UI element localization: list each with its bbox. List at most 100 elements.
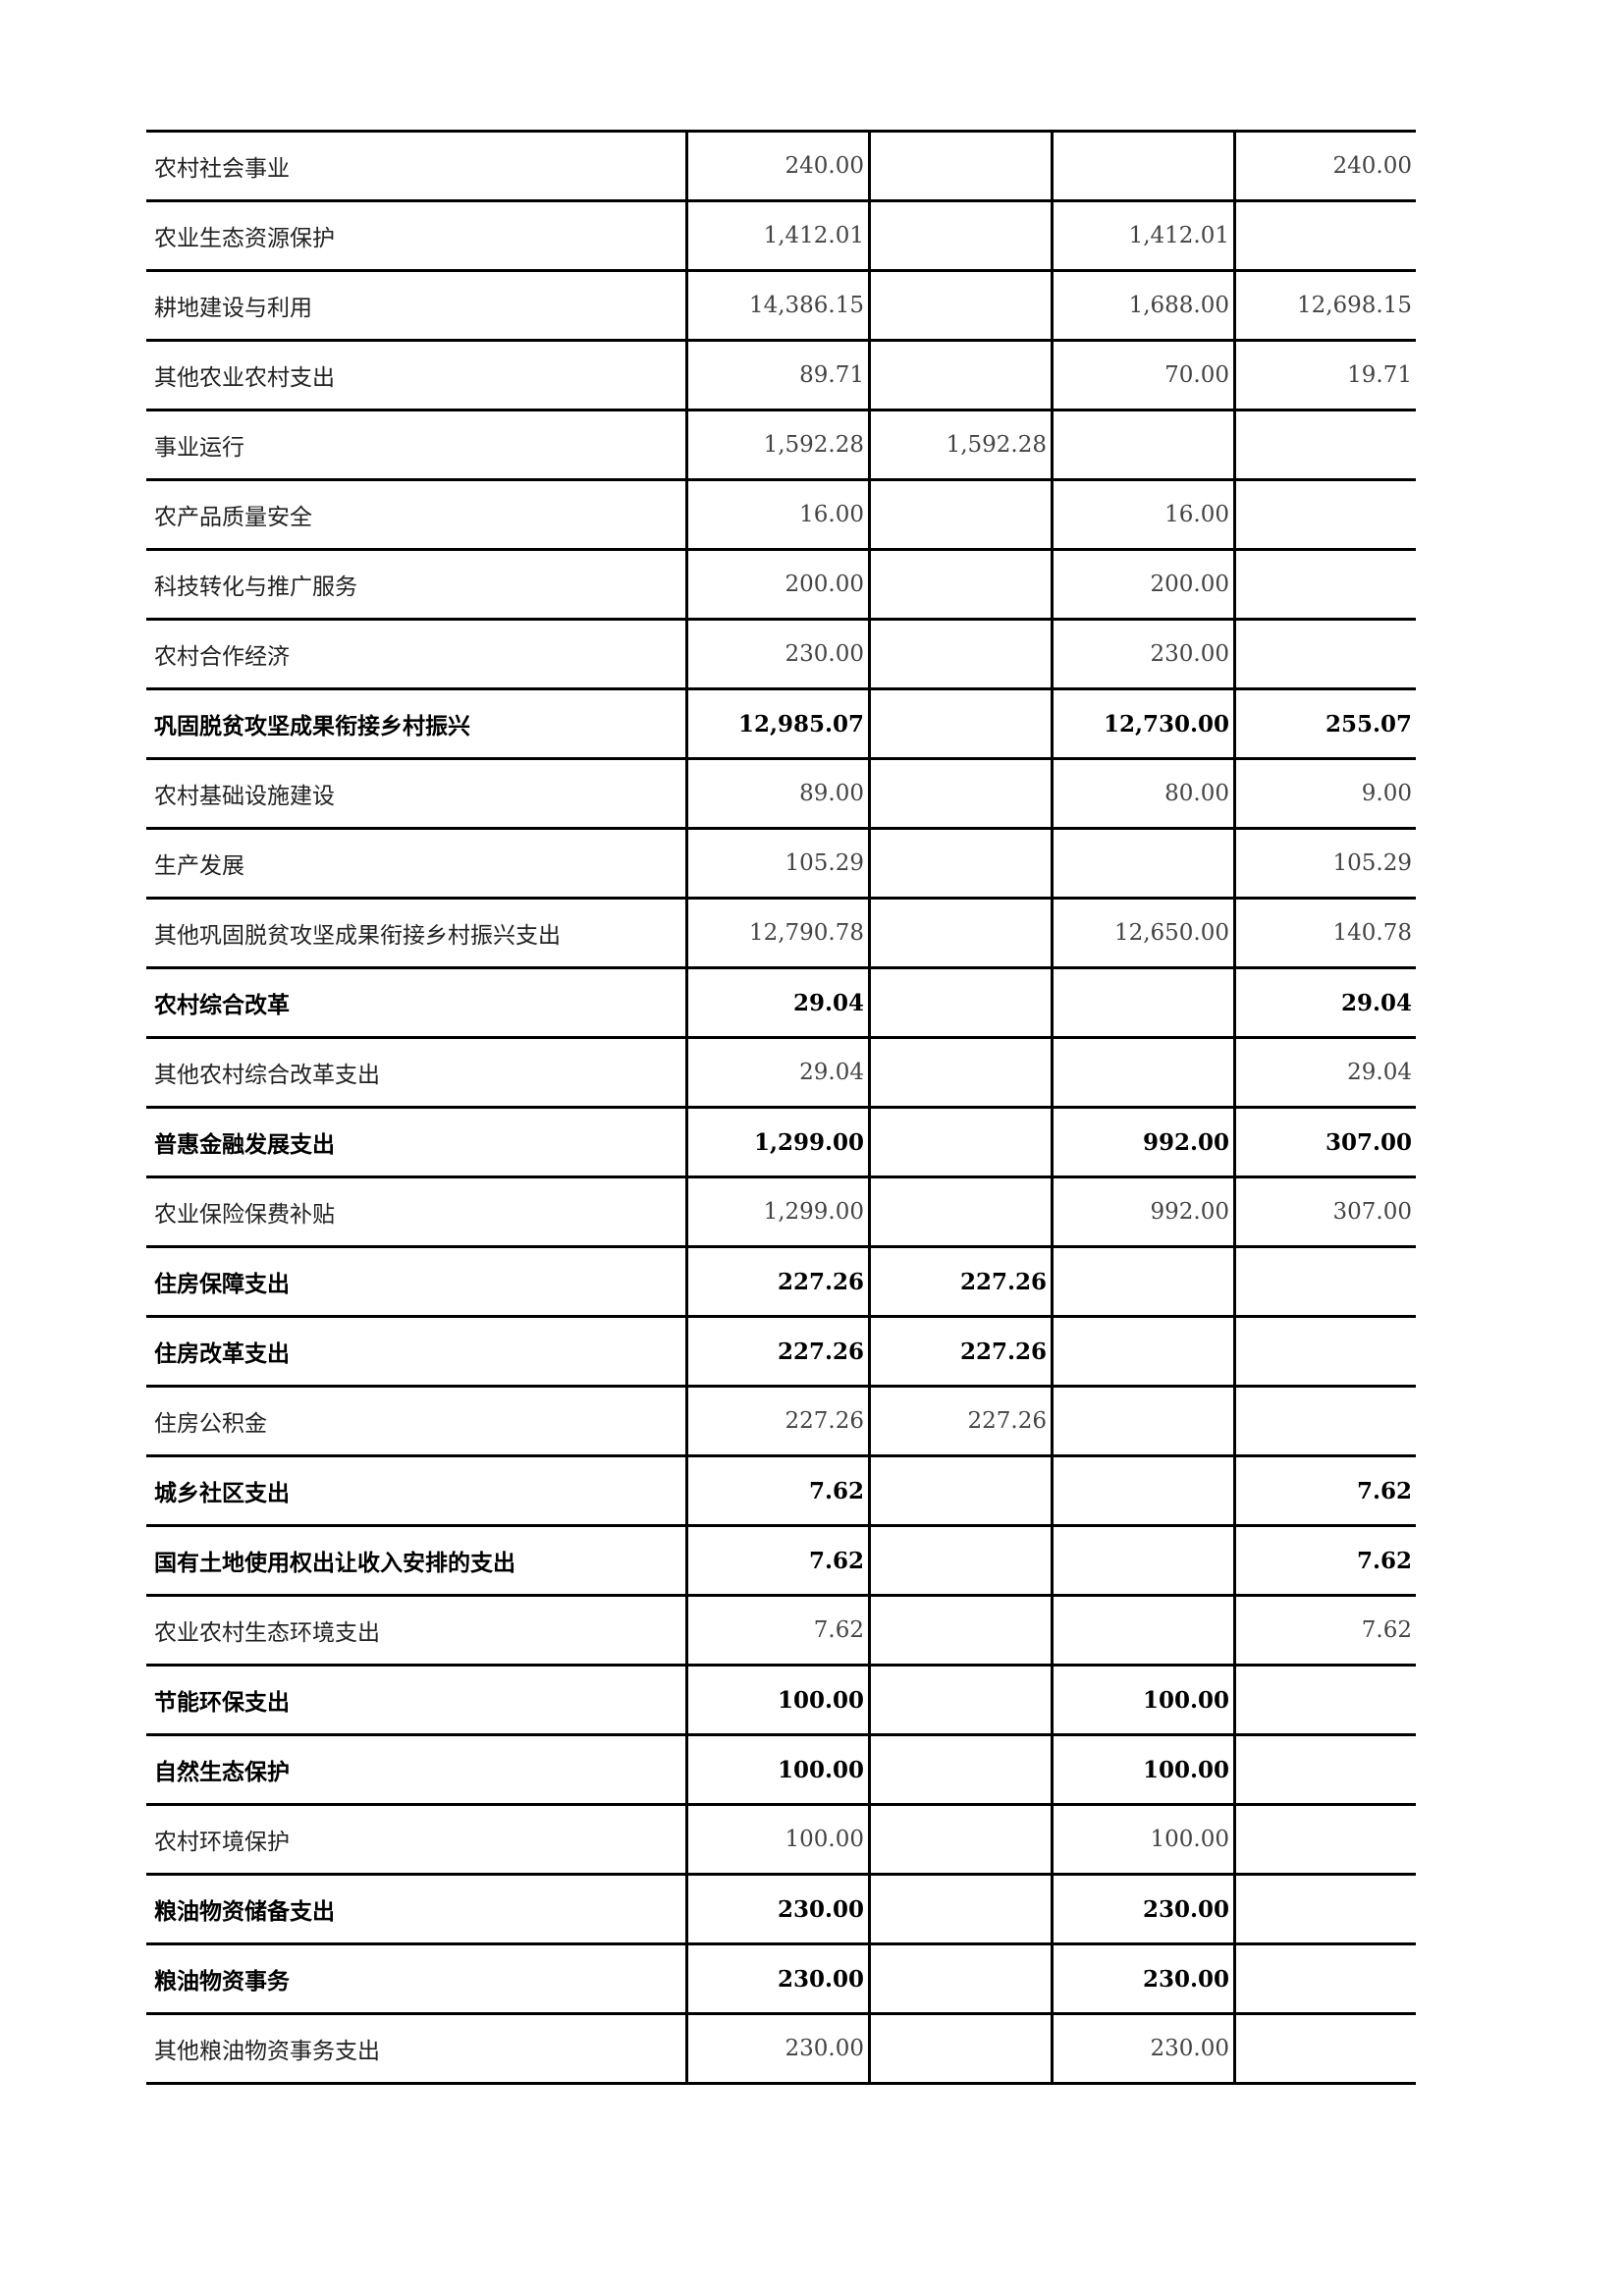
cell-project: 100.00 bbox=[1051, 1803, 1235, 1876]
cell-total: 89.00 bbox=[685, 757, 870, 830]
cell-project bbox=[1051, 1036, 1235, 1109]
cell-total: 89.71 bbox=[685, 339, 870, 411]
cell-basic bbox=[868, 827, 1053, 900]
cell-basic bbox=[868, 1594, 1053, 1667]
cell-other: 9.00 bbox=[1233, 757, 1416, 830]
table-row: 农村基础设施建设 89.00 80.00 9.00 bbox=[146, 757, 1416, 830]
cell-other bbox=[1233, 1803, 1416, 1876]
cell-basic bbox=[868, 757, 1053, 830]
row-name: 耕地建设与利用 bbox=[146, 269, 687, 342]
cell-basic bbox=[868, 1733, 1053, 1806]
cell-total: 1,412.01 bbox=[685, 199, 870, 272]
cell-total: 230.00 bbox=[685, 1873, 870, 1945]
table-row: 粮油物资事务 230.00 230.00 bbox=[146, 1942, 1416, 2015]
cell-other: 7.62 bbox=[1233, 1524, 1416, 1597]
row-name: 巩固脱贫攻坚成果衔接乡村振兴 bbox=[146, 687, 687, 760]
table-row: 粮油物资储备支出 230.00 230.00 bbox=[146, 1873, 1416, 1945]
cell-project: 1,412.01 bbox=[1051, 199, 1235, 272]
cell-other: 255.07 bbox=[1233, 687, 1416, 760]
cell-total: 230.00 bbox=[685, 2012, 870, 2085]
row-name: 农业生态资源保护 bbox=[146, 199, 687, 272]
cell-project: 1,688.00 bbox=[1051, 269, 1235, 342]
cell-total: 12,790.78 bbox=[685, 897, 870, 969]
cell-total: 100.00 bbox=[685, 1664, 870, 1736]
cell-basic bbox=[868, 1106, 1053, 1178]
cell-other bbox=[1233, 1873, 1416, 1945]
row-name: 农村综合改革 bbox=[146, 966, 687, 1039]
row-name: 农村基础设施建设 bbox=[146, 757, 687, 830]
cell-basic bbox=[868, 339, 1053, 411]
table-row: 住房公积金 227.26 227.26 bbox=[146, 1385, 1416, 1457]
table-body: 农村社会事业 240.00 240.00 农业生态资源保护 1,412.01 1,412.… bbox=[146, 130, 1416, 2085]
cell-basic bbox=[868, 130, 1053, 202]
row-name: 农村社会事业 bbox=[146, 130, 687, 202]
cell-other: 29.04 bbox=[1233, 966, 1416, 1039]
cell-total: 100.00 bbox=[685, 1803, 870, 1876]
cell-project bbox=[1051, 1385, 1235, 1457]
cell-other bbox=[1233, 1245, 1416, 1318]
cell-total: 227.26 bbox=[685, 1245, 870, 1318]
row-name: 农业保险保费补贴 bbox=[146, 1175, 687, 1248]
table-row: 其他农业农村支出 89.71 70.00 19.71 bbox=[146, 339, 1416, 411]
row-name: 农村环境保护 bbox=[146, 1803, 687, 1876]
table-row: 其他农村综合改革支出 29.04 29.04 bbox=[146, 1036, 1416, 1109]
cell-other bbox=[1233, 2012, 1416, 2085]
row-name: 住房改革支出 bbox=[146, 1315, 687, 1388]
cell-project: 230.00 bbox=[1051, 1942, 1235, 2015]
cell-other bbox=[1233, 1733, 1416, 1806]
cell-other bbox=[1233, 409, 1416, 481]
table-row: 农业生态资源保护 1,412.01 1,412.01 bbox=[146, 199, 1416, 272]
row-name: 国有土地使用权出让收入安排的支出 bbox=[146, 1524, 687, 1597]
cell-basic: 227.26 bbox=[868, 1315, 1053, 1388]
cell-total: 100.00 bbox=[685, 1733, 870, 1806]
cell-basic bbox=[868, 1036, 1053, 1109]
cell-basic bbox=[868, 1175, 1053, 1248]
table-row: 事业运行 1,592.28 1,592.28 bbox=[146, 409, 1416, 481]
row-name: 科技转化与推广服务 bbox=[146, 548, 687, 621]
cell-basic: 1,592.28 bbox=[868, 409, 1053, 481]
row-name: 城乡社区支出 bbox=[146, 1454, 687, 1527]
row-name: 其他农村综合改革支出 bbox=[146, 1036, 687, 1109]
table-row: 自然生态保护 100.00 100.00 bbox=[146, 1733, 1416, 1806]
cell-basic bbox=[868, 2012, 1053, 2085]
table-row: 其他粮油物资事务支出 230.00 230.00 bbox=[146, 2012, 1416, 2085]
table-row: 普惠金融发展支出 1,299.00 992.00 307.00 bbox=[146, 1106, 1416, 1178]
table-row: 农村综合改革 29.04 29.04 bbox=[146, 966, 1416, 1039]
cell-project bbox=[1051, 1245, 1235, 1318]
cell-other: 12,698.15 bbox=[1233, 269, 1416, 342]
cell-basic bbox=[868, 966, 1053, 1039]
cell-total: 227.26 bbox=[685, 1315, 870, 1388]
table-row: 住房保障支出 227.26 227.26 bbox=[146, 1245, 1416, 1318]
cell-other: 7.62 bbox=[1233, 1454, 1416, 1527]
cell-basic bbox=[868, 1664, 1053, 1736]
cell-total: 227.26 bbox=[685, 1385, 870, 1457]
table-row: 农村社会事业 240.00 240.00 bbox=[146, 130, 1416, 202]
cell-total: 1,299.00 bbox=[685, 1175, 870, 1248]
expenditure-table: 农村社会事业 240.00 240.00 农业生态资源保护 1,412.01 1,412.… bbox=[146, 130, 1416, 2085]
row-name: 粮油物资储备支出 bbox=[146, 1873, 687, 1945]
cell-project bbox=[1051, 409, 1235, 481]
cell-total: 16.00 bbox=[685, 478, 870, 551]
cell-basic bbox=[868, 897, 1053, 969]
cell-basic bbox=[868, 1803, 1053, 1876]
cell-basic bbox=[868, 1942, 1053, 2015]
cell-total: 230.00 bbox=[685, 1942, 870, 2015]
cell-other: 7.62 bbox=[1233, 1594, 1416, 1667]
cell-total: 12,985.07 bbox=[685, 687, 870, 760]
table-row: 农村合作经济 230.00 230.00 bbox=[146, 618, 1416, 690]
table-row: 农产品质量安全 16.00 16.00 bbox=[146, 478, 1416, 551]
cell-other: 105.29 bbox=[1233, 827, 1416, 900]
table-row: 节能环保支出 100.00 100.00 bbox=[146, 1664, 1416, 1736]
cell-project bbox=[1051, 1454, 1235, 1527]
cell-basic bbox=[868, 199, 1053, 272]
cell-basic bbox=[868, 269, 1053, 342]
cell-project: 200.00 bbox=[1051, 548, 1235, 621]
cell-project: 70.00 bbox=[1051, 339, 1235, 411]
cell-other: 19.71 bbox=[1233, 339, 1416, 411]
cell-other: 307.00 bbox=[1233, 1175, 1416, 1248]
cell-other bbox=[1233, 1664, 1416, 1736]
cell-basic bbox=[868, 618, 1053, 690]
cell-project bbox=[1051, 966, 1235, 1039]
cell-other: 307.00 bbox=[1233, 1106, 1416, 1178]
row-name: 农村合作经济 bbox=[146, 618, 687, 690]
